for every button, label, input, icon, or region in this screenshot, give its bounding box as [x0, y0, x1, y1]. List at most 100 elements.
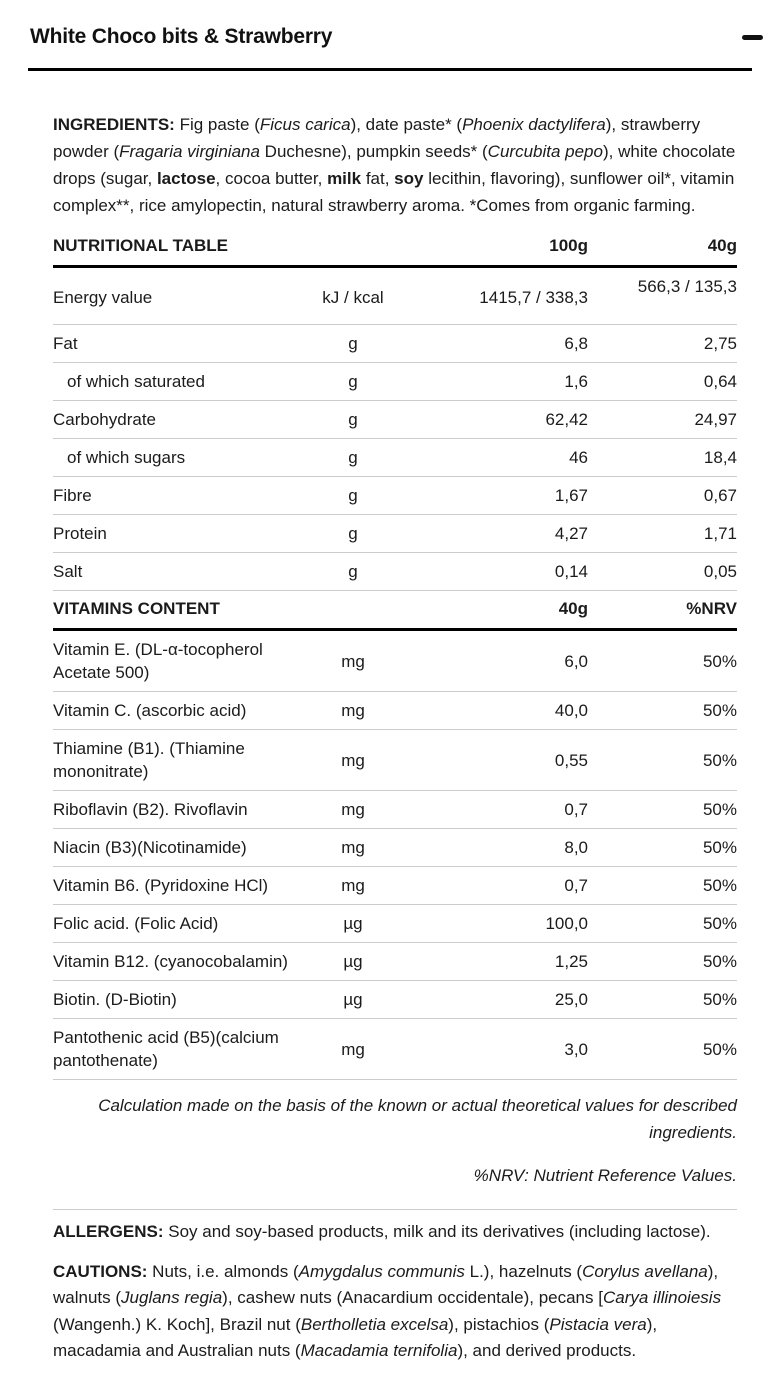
row-value: 50%	[702, 990, 737, 1009]
row-value: 6,0	[564, 651, 588, 671]
row-label: Salt	[53, 562, 83, 581]
bold-text: ALLERGENS:	[53, 1222, 169, 1241]
text: Soy and soy-based products, milk and its…	[168, 1222, 711, 1241]
text: ), and derived products.	[457, 1341, 637, 1360]
column-header-nrv: %NRV	[686, 599, 737, 618]
vitamin-row: Niacin (B3)(Nicotinamide) mg 8,0 50%	[53, 829, 737, 867]
nutrition-row: Fibre g 1,67 0,67	[53, 477, 737, 515]
nrv-note: %NRV: Nutrient Reference Values.	[473, 1166, 737, 1185]
nutrition-table-title: NUTRITIONAL TABLE	[53, 236, 229, 255]
row-value: 50%	[702, 750, 737, 770]
bold-text: INGREDIENTS:	[53, 115, 180, 134]
row-value: 0,05	[703, 562, 737, 581]
row-label: Folic acid. (Folic Acid)	[53, 914, 219, 933]
text: ), pistachios (	[448, 1314, 550, 1334]
minus-icon	[742, 34, 763, 40]
row-label: Energy value	[53, 288, 153, 307]
row-value: 50%	[702, 952, 737, 971]
row-value: 46	[569, 448, 588, 467]
row-value: 1,67	[554, 486, 588, 505]
row-label: Protein	[53, 524, 107, 543]
row-unit: mg	[341, 876, 365, 895]
nutrition-row: Carbohydrate g 62,42 24,97	[53, 401, 737, 439]
text: ), macadamia and Australian nuts (	[53, 1314, 658, 1361]
nutrition-rows: Energy value kJ / kcal 1415,7 / 338,3 566,3…	[53, 267, 737, 591]
vitamin-row: Vitamin B12. (cyanocobalamin) µg 1,25 50%	[53, 943, 737, 981]
vitamin-row: Thiamine (B1). (Thiamine mononitrate) mg 0…	[53, 730, 737, 791]
row-value: 50%	[702, 876, 737, 895]
row-label: Biotin. (D-Biotin)	[53, 990, 177, 1009]
row-label: of which saturated	[67, 372, 205, 391]
empty-header-cell	[313, 591, 393, 630]
bold-text: milk	[327, 169, 362, 188]
nutritional-table-header: NUTRITIONAL TABLE 100g 40g	[53, 228, 737, 267]
row-value: 100,0	[545, 914, 588, 933]
text: , cocoa butter,	[215, 169, 328, 188]
italic-text: Ficus carica	[259, 115, 351, 134]
row-value: 62,42	[545, 410, 588, 429]
text: (Wangenh.) K. Koch], Brazil nut (	[53, 1314, 301, 1334]
row-label: Riboflavin (B2). Rivoflavin	[53, 800, 248, 819]
row-unit: mg	[341, 838, 365, 857]
row-unit: µg	[343, 990, 363, 1009]
row-label: Niacin (B3)(Nicotinamide)	[53, 838, 247, 857]
text: Nuts, i.e. almonds (	[152, 1261, 299, 1281]
ingredients-paragraph: INGREDIENTS: Fig paste (Ficus carica), d…	[53, 111, 737, 219]
row-value: 0,55	[554, 750, 588, 770]
calculation-note: Calculation made on the basis of the kno…	[98, 1096, 737, 1142]
row-value: 0,7	[564, 800, 588, 819]
italic-text: Fragaria virginiana	[119, 142, 260, 161]
row-value: 1,6	[564, 372, 588, 391]
row-unit: mg	[341, 1039, 365, 1059]
page-title: White Choco bits & Strawberry	[30, 25, 333, 48]
italic-text: Juglans regia	[121, 1288, 223, 1307]
text: lecithin, flavoring), sunflower oil*, vi…	[53, 169, 735, 215]
row-value: 0,7	[564, 876, 588, 895]
column-header-40g: 40g	[707, 236, 737, 255]
cautions-paragraph: CAUTIONS: Nuts, i.e. almonds (Amygdalus …	[53, 1259, 737, 1365]
section-content: INGREDIENTS: Fig paste (Ficus carica), d…	[0, 111, 780, 1365]
vitamins-table-header: VITAMINS CONTENT 40g %NRV	[53, 590, 737, 630]
row-value: 50%	[702, 701, 737, 720]
column-header-100g: 100g	[549, 236, 588, 255]
nutrition-row: Protein g 4,27 1,71	[53, 515, 737, 553]
vitamins-rows: Vitamin E. (DL-α-tocopherol Acetate 500)…	[53, 630, 737, 1080]
nutrition-row: Fat g 6,8 2,75	[53, 325, 737, 363]
row-value: 3,0	[564, 1039, 588, 1059]
text: ), walnuts (	[53, 1261, 719, 1308]
vitamin-row: Riboflavin (B2). Rivoflavin mg 0,7 50%	[53, 791, 737, 829]
vitamin-row: Biotin. (D-Biotin) µg 25,0 50%	[53, 981, 737, 1019]
row-unit: mg	[341, 651, 365, 671]
row-unit: g	[348, 410, 358, 429]
row-unit: µg	[343, 952, 363, 971]
accordion-header: White Choco bits & Strawberry	[0, 0, 780, 54]
italic-text: Bertholletia excelsa	[300, 1314, 449, 1334]
nutrition-row: of which saturated g 1,6 0,64	[53, 363, 737, 401]
italic-text: Phoenix dactylifera	[462, 115, 606, 134]
italic-text: Curcubita pepo	[487, 142, 603, 161]
row-value: 1,25	[554, 952, 588, 971]
italic-text: Pistacia vera	[549, 1314, 647, 1334]
row-unit: mg	[341, 800, 365, 819]
row-value: 0,14	[554, 562, 588, 581]
text: ), date paste* (	[350, 115, 463, 134]
row-unit: mg	[341, 701, 365, 720]
row-unit: g	[348, 334, 358, 353]
row-value: 50%	[702, 1039, 737, 1059]
text: Duchesne), pumpkin seeds* (	[259, 142, 488, 161]
row-unit: g	[348, 562, 358, 581]
row-value: 0,64	[703, 372, 737, 391]
notes-divider	[53, 1209, 737, 1210]
row-label: Vitamin E. (DL-α-tocopherol Acetate 500)	[53, 640, 263, 682]
column-header-vit-40g: 40g	[558, 599, 588, 618]
collapse-section-button[interactable]	[742, 29, 763, 46]
vitamin-row: Vitamin B6. (Pyridoxine HCl) mg 0,7 50%	[53, 867, 737, 905]
italic-text: Carya illinoiesis	[602, 1288, 722, 1307]
row-label: Thiamine (B1). (Thiamine mononitrate)	[53, 739, 245, 781]
row-unit: kJ / kcal	[322, 288, 384, 307]
row-unit: g	[348, 448, 358, 467]
vitamin-row: Vitamin C. (ascorbic acid) mg 40,0 50%	[53, 692, 737, 730]
text: ), white chocolate drops (sugar,	[53, 142, 736, 188]
nutrition-row: Salt g 0,14 0,05	[53, 553, 737, 591]
